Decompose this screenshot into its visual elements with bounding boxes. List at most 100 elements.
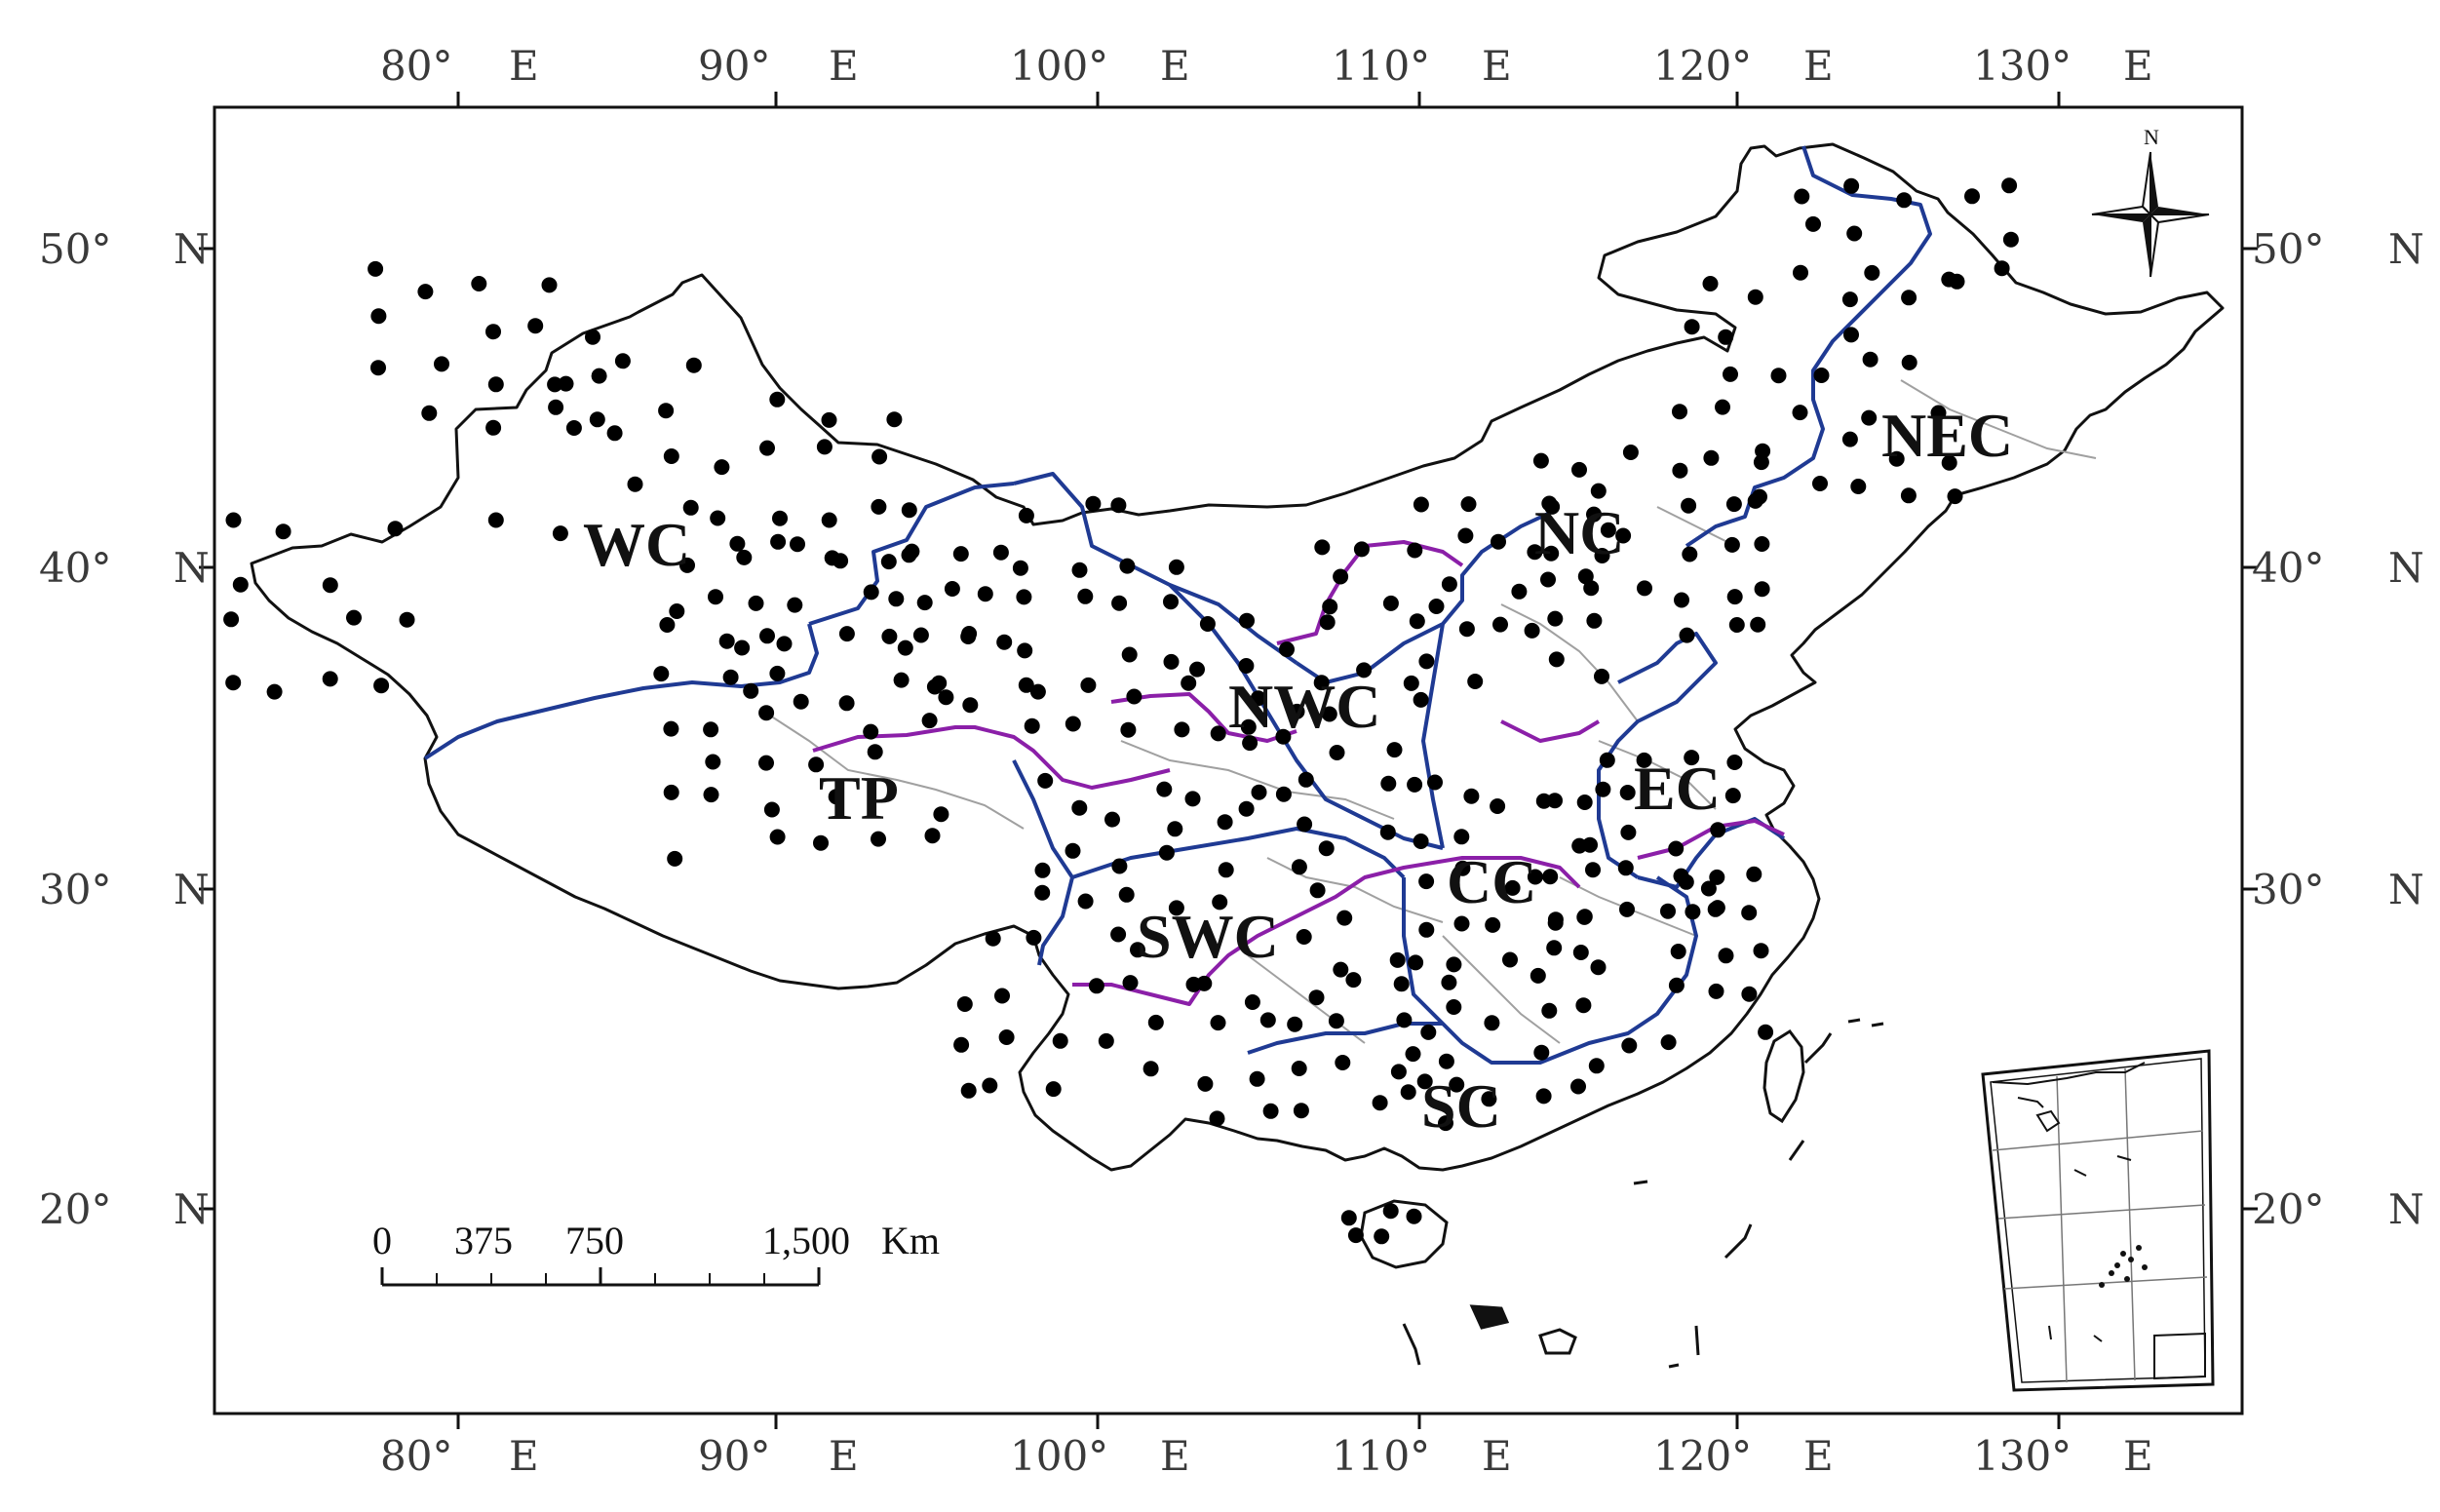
region-label-swc: SWC (1137, 902, 1279, 971)
station-dot (708, 589, 723, 605)
station-dot (1684, 750, 1700, 766)
station-dot (1594, 668, 1609, 684)
south-sea-features (1402, 1018, 1884, 1369)
station-dot (718, 633, 735, 649)
station-dot (985, 930, 1001, 947)
lat-hemi-40-right: N (2388, 544, 2424, 592)
station-dot (729, 535, 746, 552)
lat-hemi-30: N (174, 866, 210, 913)
station-dot (1111, 595, 1128, 611)
station-dot (1532, 452, 1549, 469)
station-dot (1548, 651, 1565, 668)
station-dot (1792, 405, 1808, 421)
station-dot (736, 549, 753, 565)
region-label-ec: EC (1634, 754, 1721, 823)
station-dot (1527, 544, 1543, 561)
station-dot (1570, 1078, 1586, 1095)
station-dot (1374, 1228, 1390, 1245)
station-dot (663, 448, 679, 464)
station-dot (1080, 677, 1097, 693)
station-dot (1753, 454, 1769, 471)
station-dot (1167, 821, 1183, 837)
scale-bar: 0 375 750 1,500 Km (372, 1219, 940, 1287)
station-dot (1583, 580, 1600, 597)
station-dot (1723, 366, 1738, 382)
station-dot (1390, 1064, 1407, 1080)
station-dot (1356, 662, 1373, 678)
station-dot (1900, 487, 1917, 504)
station-dot (1382, 595, 1399, 611)
lat-hemi-50: N (174, 225, 210, 273)
station-dot (1861, 409, 1878, 426)
station-dot (1396, 1012, 1413, 1028)
station-dot (1328, 1013, 1344, 1029)
lon-hemi-100-bottom: E (1160, 1432, 1190, 1480)
station-dot (871, 498, 887, 515)
station-dot (1453, 915, 1470, 932)
station-dot (1841, 291, 1858, 308)
station-dot (1668, 840, 1685, 857)
station-dot (952, 546, 969, 562)
station-dot (1502, 951, 1518, 968)
station-dot (1615, 527, 1632, 544)
lon-label-100-bottom: 100° (1010, 1432, 1108, 1480)
region-label-wc: WC (583, 510, 690, 579)
station-dot (1024, 717, 1040, 734)
station-dot (1405, 1046, 1421, 1063)
station-dot (1413, 496, 1429, 513)
station-dot (1685, 904, 1701, 920)
boundary-nwc-east (1421, 623, 1445, 849)
lon-label-130: 130° (1973, 42, 2072, 90)
station-dot (1308, 989, 1325, 1006)
station-dot (1353, 541, 1370, 558)
station-dot (1238, 800, 1255, 817)
station-dot (1542, 869, 1559, 885)
station-dot (1163, 653, 1180, 670)
station-dot (1600, 522, 1616, 538)
station-dot (1709, 900, 1725, 916)
station-dot (1535, 793, 1552, 809)
station-dot (924, 828, 941, 844)
station-dot (1158, 844, 1175, 861)
station-dot (1888, 450, 1905, 467)
lon-hemi-90: E (829, 42, 859, 90)
station-dot (1620, 824, 1637, 840)
station-dot (547, 376, 563, 393)
station-dot (1345, 972, 1362, 989)
station-dot (1052, 1032, 1068, 1049)
station-dot (1901, 354, 1917, 370)
station-dot (863, 584, 879, 601)
station-dot (417, 284, 434, 300)
station-dot (769, 665, 786, 681)
station-dot (769, 829, 786, 845)
station-dot (1441, 576, 1457, 593)
station-dot (996, 634, 1013, 650)
station-dot (1577, 568, 1594, 585)
station-dot (1547, 914, 1564, 931)
lon-hemi-110: E (1482, 42, 1512, 90)
lon-hemi-130: E (2123, 42, 2153, 90)
station-dot (1406, 1208, 1422, 1224)
station-dot (759, 628, 775, 644)
scale-label-1500: 1,500 (762, 1219, 850, 1262)
station-dot (1118, 886, 1135, 903)
station-dot (614, 353, 631, 369)
station-dot (1679, 627, 1695, 643)
station-dot (485, 324, 501, 340)
station-dot (1843, 327, 1859, 343)
station-dot (994, 988, 1010, 1004)
station-dot (552, 525, 568, 542)
station-dot (1670, 944, 1686, 959)
station-dot (1428, 599, 1445, 614)
station-dot (1586, 506, 1602, 523)
station-dot (1458, 621, 1475, 638)
station-dot (1420, 1024, 1437, 1040)
station-dot (1511, 583, 1528, 600)
station-dot (1718, 948, 1734, 964)
station-dot (1947, 488, 1963, 505)
station-dot (1336, 910, 1353, 926)
station-dot (1572, 945, 1589, 960)
station-dot (1446, 956, 1462, 973)
region-label-nec: NEC (1881, 401, 2013, 470)
